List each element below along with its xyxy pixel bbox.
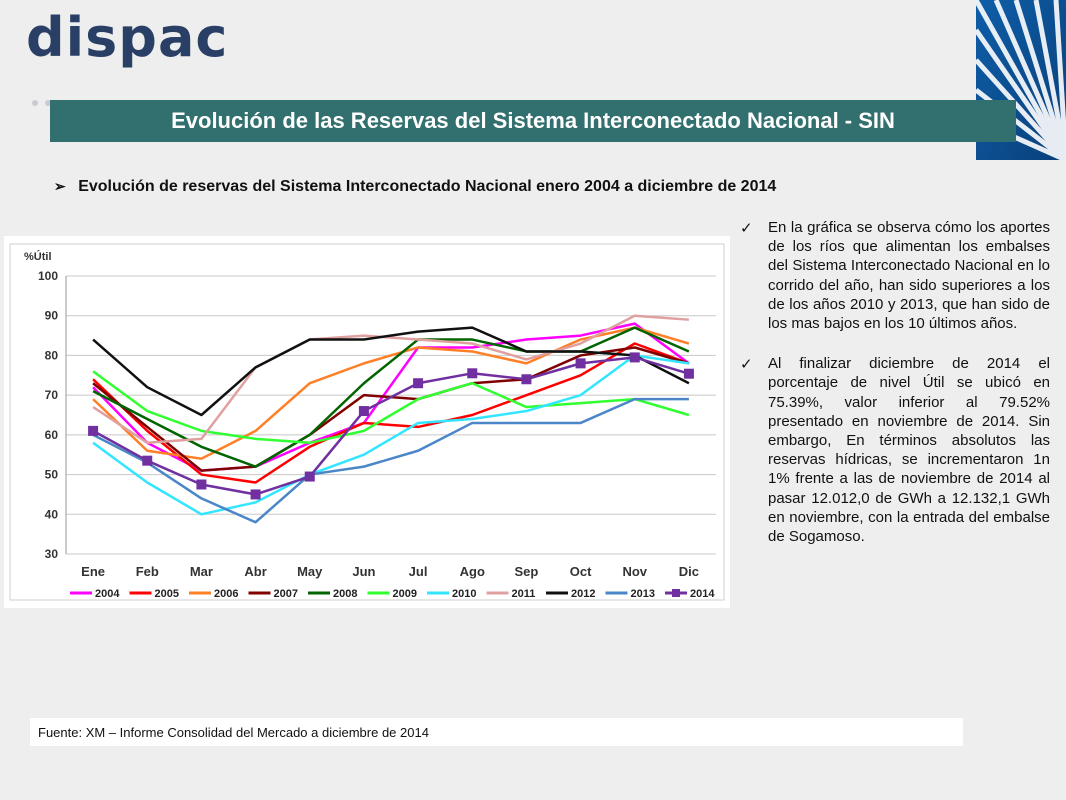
bullet-text: En la gráfica se observa cómo los aporte… bbox=[768, 219, 1050, 333]
series-line-2007 bbox=[92, 346, 690, 472]
data-point-2014 bbox=[358, 406, 369, 417]
legend-label-2009: 2009 bbox=[393, 588, 417, 600]
legend-marker-2014 bbox=[672, 589, 680, 597]
series-line-2012 bbox=[92, 326, 690, 417]
x-tick-label: May bbox=[297, 564, 323, 579]
series-line-2014 bbox=[92, 356, 690, 496]
dispac-logo: dispac ® bbox=[0, 0, 227, 110]
data-point-2014 bbox=[521, 374, 532, 385]
series-line-2013 bbox=[92, 397, 689, 524]
y-tick-label: 70 bbox=[45, 388, 59, 402]
legend-label-2006: 2006 bbox=[214, 588, 238, 600]
data-point-2014 bbox=[575, 358, 586, 369]
legend-label-2010: 2010 bbox=[452, 588, 476, 600]
data-point-2014 bbox=[196, 479, 207, 490]
legend-label-2007: 2007 bbox=[274, 588, 298, 600]
reservoir-chart: 30 40 50 60 70 80 90 100 Ene Feb Mar Abr May Jun Jul A… bbox=[4, 236, 730, 608]
data-point-2014 bbox=[304, 471, 315, 482]
logo-trademark: ® bbox=[168, 36, 174, 45]
x-tick-label: Oct bbox=[570, 564, 592, 579]
section-subtitle: ➢ Evolución de reservas del Sistema Inte… bbox=[54, 178, 776, 196]
legend-label-2012: 2012 bbox=[571, 588, 595, 600]
commentary: ✓ En la gráfica se observa cómo los apor… bbox=[740, 218, 1050, 567]
checkmark-icon: ✓ bbox=[740, 356, 753, 374]
legend-label-2011: 2011 bbox=[512, 588, 536, 600]
series-line-2010 bbox=[92, 354, 690, 516]
series-line-2011 bbox=[92, 314, 690, 445]
legend-label-2004: 2004 bbox=[95, 588, 120, 600]
arrow-bullet-icon: ➢ bbox=[54, 178, 66, 194]
y-tick-label: 60 bbox=[45, 428, 59, 442]
bullet-item: ✓ Al finalizar diciembre de 2014 el porc… bbox=[740, 354, 1050, 546]
x-tick-label: Sep bbox=[514, 564, 538, 579]
legend-label-2013: 2013 bbox=[631, 588, 655, 600]
x-tick-label: Nov bbox=[622, 564, 647, 579]
x-tick-label: Feb bbox=[136, 564, 159, 579]
subtitle-text: Evolución de reservas del Sistema Interc… bbox=[78, 178, 777, 195]
data-point-2014 bbox=[142, 455, 153, 466]
x-tick-label: Mar bbox=[190, 564, 213, 579]
y-tick-label: 100 bbox=[38, 269, 58, 283]
x-tick-label: Ene bbox=[81, 564, 105, 579]
y-axis-label: %Útil bbox=[24, 250, 52, 263]
data-point-2014 bbox=[467, 368, 478, 379]
data-point-2014 bbox=[250, 489, 261, 500]
y-tick-label: 80 bbox=[45, 348, 59, 362]
y-tick-label: 50 bbox=[45, 468, 59, 482]
data-point-2014 bbox=[88, 425, 99, 436]
checkmark-icon: ✓ bbox=[740, 220, 753, 237]
legend-label-2005: 2005 bbox=[155, 588, 179, 600]
x-tick-label: Dic bbox=[679, 564, 699, 579]
y-tick-label: 40 bbox=[45, 507, 59, 521]
x-tick-label: Abr bbox=[244, 564, 266, 579]
source-note: Fuente: XM – Informe Consolidad del Merc… bbox=[30, 718, 963, 746]
legend-label-2014: 2014 bbox=[690, 588, 715, 600]
series-line-2009 bbox=[92, 370, 690, 445]
page-title: Evolución de las Reservas del Sistema In… bbox=[50, 100, 1016, 142]
series-line-2005 bbox=[92, 342, 690, 484]
data-point-2014 bbox=[629, 352, 640, 363]
data-point-2014 bbox=[413, 378, 424, 389]
x-tick-label: Ago bbox=[460, 564, 485, 579]
logo-text: dispac bbox=[26, 6, 229, 69]
bullet-item: ✓ En la gráfica se observa cómo los apor… bbox=[740, 218, 1050, 333]
x-tick-label: Jul bbox=[409, 564, 428, 579]
legend-label-2008: 2008 bbox=[333, 588, 357, 600]
y-tick-label: 90 bbox=[45, 309, 59, 323]
data-point-2014 bbox=[683, 368, 694, 379]
x-tick-label: Jun bbox=[352, 564, 375, 579]
bullet-text: Al finalizar diciembre de 2014 el porcen… bbox=[768, 355, 1050, 546]
series-line-2008 bbox=[92, 326, 690, 468]
line-chart: 30 40 50 60 70 80 90 100 Ene Feb Mar Abr May Jun Jul A… bbox=[9, 243, 725, 601]
y-tick-label: 30 bbox=[45, 547, 59, 561]
